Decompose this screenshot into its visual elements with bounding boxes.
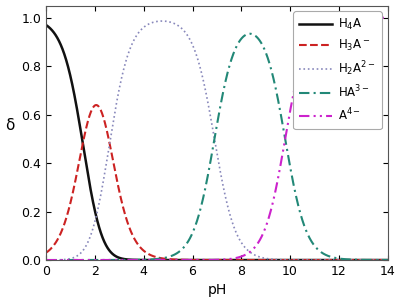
H$_2$A$^{2-}$ [61,258,66,261]
H$_2$A$^{2-}$ [160,19,164,23]
H$_3$A$^-$ [375,258,380,262]
X-axis label: pH: pH [207,283,227,298]
H$_4$A [375,258,380,262]
Legend: H$_4$A, H$_3$A$^-$, H$_2$A$^{2-}$, HA$^{3-}$, A$^{4-}$: H$_4$A, H$_3$A$^-$, H$_2$A$^{2-}$, HA$^{… [293,12,382,129]
A$^{4-}$ [44,258,49,262]
H$_4$A [375,258,380,262]
H$_2$A$^{2-}$ [44,258,49,262]
H$_4$A [385,258,390,262]
H$_2$A$^{2-}$ [385,258,390,262]
H$_3$A$^-$ [375,258,380,262]
HA$^{3-}$ [201,196,206,200]
A$^{4-}$ [61,258,66,262]
HA$^{3-}$ [375,258,380,262]
H$_3$A$^-$ [44,251,49,255]
H$_4$A [210,258,215,262]
Line: H$_2$A$^{2-}$: H$_2$A$^{2-}$ [46,21,388,260]
Line: H$_3$A$^-$: H$_3$A$^-$ [46,105,388,260]
H$_4$A [44,23,49,27]
Line: H$_4$A: H$_4$A [46,25,388,260]
Line: HA$^{3-}$: HA$^{3-}$ [46,34,388,260]
A$^{4-}$ [201,258,206,262]
H$_2$A$^{2-}$ [375,258,380,262]
H$_3$A$^-$ [385,258,390,262]
H$_3$A$^-$ [201,258,206,262]
HA$^{3-}$ [375,258,380,262]
HA$^{3-}$ [44,258,49,262]
HA$^{3-}$ [61,258,66,262]
A$^{4-}$ [375,16,380,19]
H$_3$A$^-$ [94,103,99,107]
H$_4$A [313,258,318,262]
HA$^{3-}$ [385,258,390,262]
H$_4$A [201,258,206,262]
Y-axis label: δ: δ [6,118,15,133]
H$_2$A$^{2-}$ [210,125,215,129]
A$^{4-}$ [385,16,390,19]
H$_3$A$^-$ [313,258,318,262]
Line: A$^{4-}$: A$^{4-}$ [46,18,388,260]
A$^{4-}$ [313,29,318,33]
HA$^{3-}$ [247,32,252,35]
H$_3$A$^-$ [210,258,215,262]
H$_2$A$^{2-}$ [313,258,318,262]
H$_2$A$^{2-}$ [201,79,206,82]
H$_4$A [61,50,66,54]
H$_3$A$^-$ [61,224,66,228]
H$_2$A$^{2-}$ [375,258,380,262]
A$^{4-}$ [375,16,380,19]
HA$^{3-}$ [210,150,215,154]
A$^{4-}$ [210,258,215,262]
HA$^{3-}$ [313,245,318,248]
